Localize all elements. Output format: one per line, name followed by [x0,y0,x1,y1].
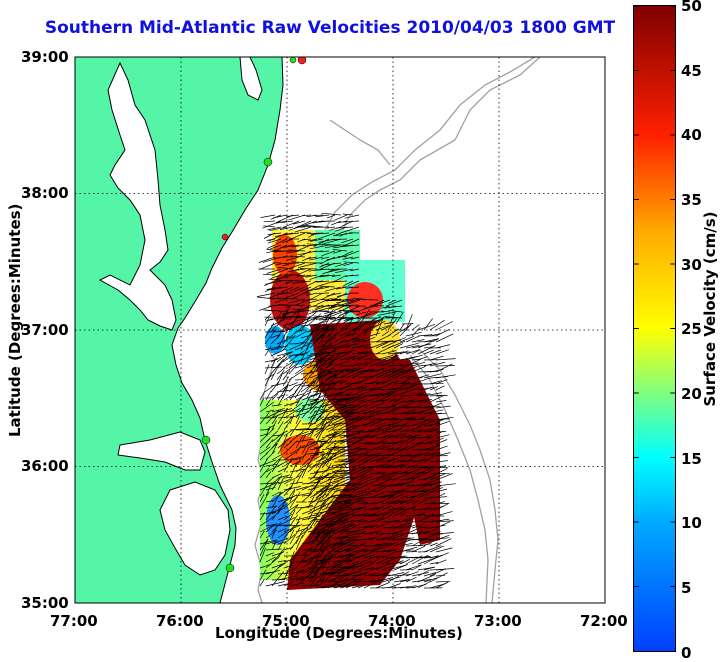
velocity-arrow [263,221,282,228]
velocity-arrow [436,359,456,360]
velocity-arrow [321,213,341,215]
velocity-arrow [400,559,410,564]
velocity-arrow [436,329,449,336]
y-tick-label: 38:00 [21,184,69,202]
velocity-arrow [412,546,425,552]
velocity-arrow [430,573,448,582]
colorbar-label: Surface Velocity (cm/s) [701,199,719,419]
velocity-arrow [266,391,271,400]
colorbar-tick-label: 10 [681,514,702,532]
y-tick-label: 39:00 [21,48,69,66]
velocity-arrow [328,360,338,361]
velocity-arrow [436,582,448,588]
velocity-arrow [424,318,433,330]
velocity-arrow [265,364,269,374]
velocity-arrow [406,551,417,552]
velocity-arrow [436,375,456,378]
colorbar-tick-label: 40 [681,126,702,144]
velocity-arrow [394,564,408,570]
colorbar-tick-label: 35 [681,191,702,209]
velocity-arrow [436,366,455,367]
colorbar-tick-label: 50 [681,0,702,15]
colorbar-tick-label: 15 [681,450,702,468]
velocity-arrow [283,364,297,374]
velocity-arrow [436,581,451,582]
velocity-arrow [283,377,289,387]
colorbar-tick-label: 20 [681,385,702,403]
colorbar-tick-label: 0 [681,644,691,662]
station-marker [226,564,234,572]
colorbar-tick-label: 25 [681,320,702,338]
x-tick-label: 76:00 [156,612,204,630]
velocity-arrow [310,393,321,396]
velocity-arrow [264,221,275,222]
station-marker [290,57,296,63]
velocity-arrow [436,432,446,433]
y-axis-label: Latitude (Degrees:Minutes) [6,217,24,437]
velocity-arrow [321,300,330,301]
velocity-arrow [436,560,447,564]
x-tick-label: 72:00 [580,612,628,630]
velocity-arrow [289,386,295,392]
velocity-arrow [261,215,276,218]
velocity-arrow [436,350,449,354]
velocity-arrow [327,215,335,218]
velocity-arrow [424,383,444,384]
colorbar-tick-label: 45 [681,62,702,80]
x-axis-label: Longitude (Degrees:Minutes) [215,624,463,642]
colorbar-tick-label: 30 [681,256,702,274]
velocity-arrow [260,579,264,586]
y-tick-label: 36:00 [21,457,69,475]
station-marker [222,234,228,240]
velocity-arrow [277,370,284,380]
velocity-arrow [265,317,269,326]
velocity-arrow [436,334,453,342]
x-tick-label: 77:00 [50,612,98,630]
velocity-arrow [436,345,450,348]
velocity-arrow [345,215,359,218]
velocity-arrow [335,215,347,220]
station-marker [264,158,272,166]
velocity-arrow [436,575,445,576]
station-marker [202,436,210,444]
velocity-arrow [336,227,353,228]
colorbar-tick-label: 5 [681,579,691,597]
x-tick-label: 73:00 [474,612,522,630]
velocity-arrow [436,322,453,331]
y-tick-label: 37:00 [21,321,69,339]
velocity-arrow [331,221,341,225]
colorbar [633,5,676,652]
velocity-arrow [302,215,311,216]
velocity-arrow [418,356,428,360]
y-tick-label: 35:00 [21,594,69,612]
